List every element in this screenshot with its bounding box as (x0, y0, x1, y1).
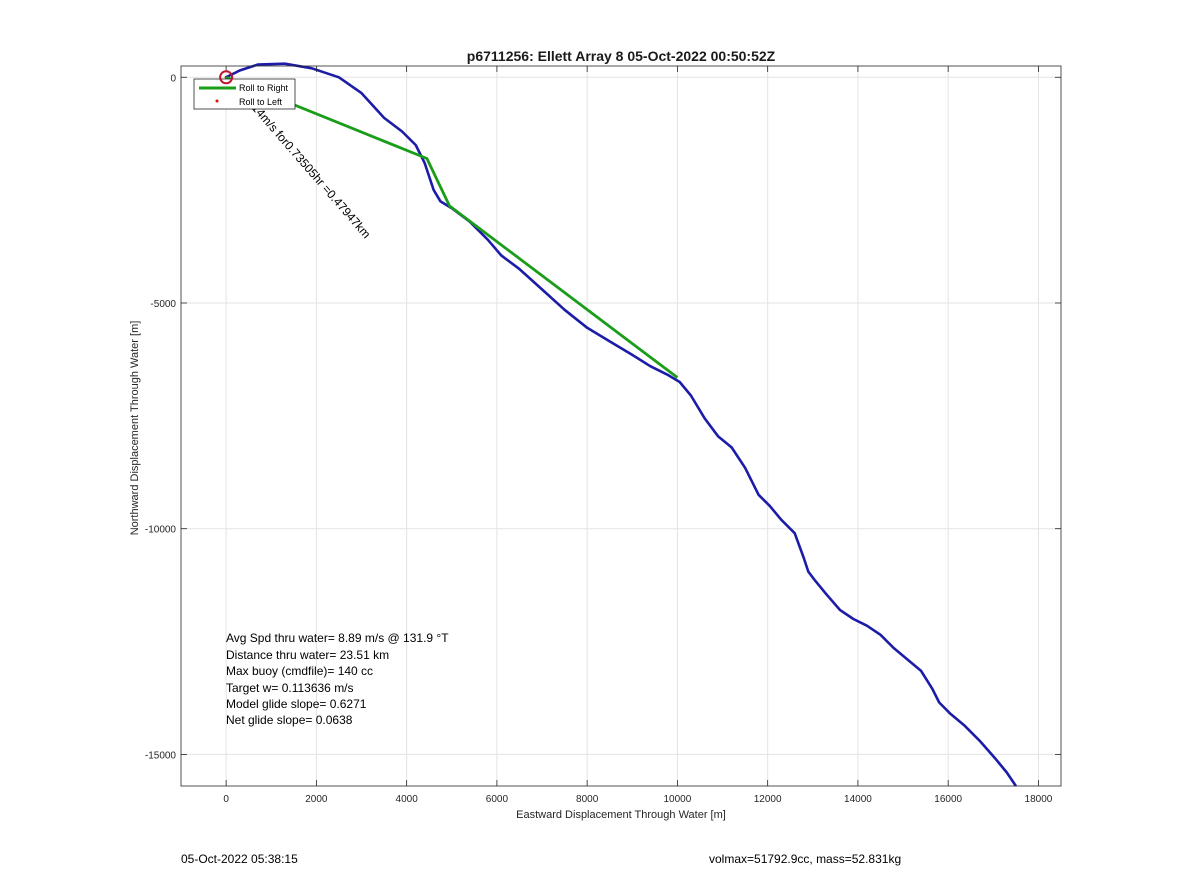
stat-avg-speed: Avg Spd thru water= 8.89 m/s @ 131.9 °T (226, 631, 449, 645)
y-tick-label: -15000 (145, 750, 177, 761)
x-tick-label: 12000 (754, 794, 782, 805)
x-tick-label: 14000 (844, 794, 872, 805)
axes-box (180, 65, 1062, 787)
legend-box (193, 78, 296, 110)
x-tick-label: 8000 (576, 794, 599, 805)
grid (181, 66, 1061, 786)
stats-block: Avg Spd thru water= 8.89 m/s @ 131.9 °T … (226, 631, 449, 727)
footer-timestamp: 05-Oct-2022 05:38:15 (181, 852, 298, 866)
stat-net-glide: Net glide slope= 0.0638 (226, 713, 353, 727)
legend: Roll to Right Roll to Left (193, 78, 296, 110)
chart-title: p6711256: Ellett Array 8 05-Oct-2022 00:… (467, 48, 776, 64)
legend-label-roll-right: Roll to Right (239, 83, 289, 93)
x-tick-label: 2000 (305, 794, 328, 805)
x-axis-label: Eastward Displacement Through Water [m] (516, 809, 726, 821)
y-tick-label: -5000 (150, 299, 176, 310)
stat-model-glide: Model glide slope= 0.6271 (226, 697, 367, 711)
footer-vol-mass: volmax=51792.9cc, mass=52.831kg (709, 852, 902, 866)
legend-swatch-roll-left (215, 99, 219, 103)
x-tick-label: 0 (223, 794, 229, 805)
stat-max-buoy: Max buoy (cmdfile)= 140 cc (226, 664, 373, 678)
x-tick-label: 18000 (1025, 794, 1053, 805)
stat-distance: Distance thru water= 23.51 km (226, 648, 389, 662)
x-tick-label: 16000 (934, 794, 962, 805)
y-tick-label: 0 (170, 73, 176, 84)
roll-right-line (225, 76, 679, 379)
axes: 0 2000 4000 6000 8000 10000 12000 14000 16000 180… (145, 65, 1062, 805)
y-axis-label: Northward Displacement Through Water [m] (129, 321, 141, 536)
stat-target-w: Target w= 0.113636 m/s (226, 681, 354, 695)
plot-series (224, 62, 1017, 787)
x-tick-label: 10000 (664, 794, 692, 805)
x-tick-label: 4000 (396, 794, 419, 805)
x-tick-label: 6000 (486, 794, 509, 805)
legend-label-roll-left: Roll to Left (239, 97, 283, 107)
start-marker-circle (219, 70, 234, 85)
y-tick-label: -10000 (145, 525, 177, 536)
track-line (225, 62, 1017, 787)
